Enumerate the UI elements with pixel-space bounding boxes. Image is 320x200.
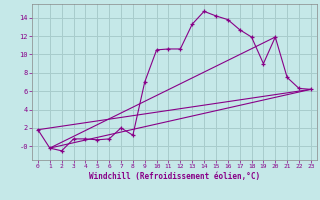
X-axis label: Windchill (Refroidissement éolien,°C): Windchill (Refroidissement éolien,°C) xyxy=(89,172,260,181)
